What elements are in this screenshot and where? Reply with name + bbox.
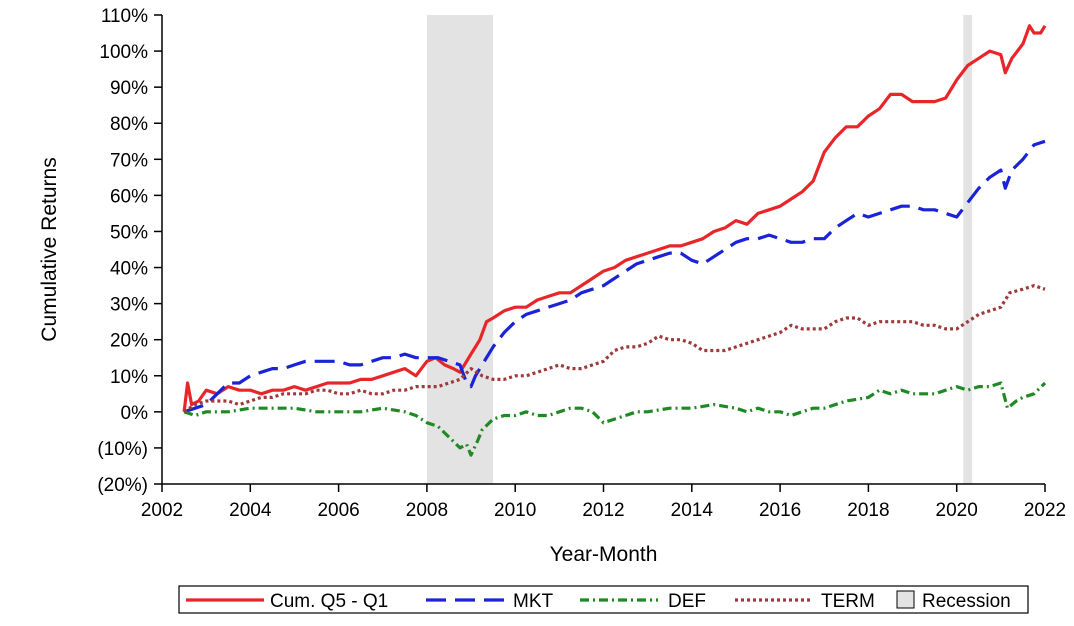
y-tick-label: 0%: [121, 403, 149, 424]
y-tick-label: 60%: [110, 186, 148, 207]
y-tick-label: 30%: [110, 295, 148, 316]
x-tick-label: 2006: [317, 500, 359, 521]
y-tick-label: 80%: [110, 114, 148, 135]
x-tick-label: 2022: [1024, 500, 1066, 521]
legend-swatch-recession: [896, 590, 915, 609]
series-line-cum-q5-q1: [182, 24, 1047, 412]
x-tick-label: 2004: [229, 500, 272, 521]
y-tick-label: 100%: [99, 42, 148, 63]
y-tick-label: 10%: [110, 367, 148, 388]
x-axis-title: Year-Month: [550, 543, 658, 566]
legend-label-3: DEF: [668, 591, 706, 612]
x-tick-label: 2012: [582, 500, 624, 521]
legend-label-recession: Recession: [922, 591, 1011, 612]
y-tick-label: 70%: [110, 150, 148, 171]
x-tick-label: 2010: [494, 500, 536, 521]
y-tick-label: 90%: [110, 78, 148, 99]
x-tick-label: 2002: [141, 500, 183, 521]
legend-label-4: TERM: [821, 591, 875, 612]
y-axis-title: Cumulative Returns: [38, 157, 61, 341]
y-tick-label: 40%: [110, 259, 148, 280]
legend-label-1: Cum. Q5 - Q1: [270, 591, 388, 612]
series-line-def: [183, 381, 1047, 457]
y-tick-label: 20%: [110, 331, 148, 352]
x-tick-label: 2016: [759, 500, 801, 521]
x-tick-label: 2020: [936, 500, 978, 521]
x-tick-label: 2018: [847, 500, 889, 521]
series-line-term: [183, 284, 1046, 414]
series-line-mkt: [183, 139, 1046, 414]
y-tick-label: 110%: [101, 6, 148, 27]
y-tick-label: (20%): [97, 475, 148, 496]
recession-band-1: [426, 15, 494, 484]
x-tick-label: 2014: [671, 500, 714, 521]
legend: Cum. Q5 - Q1 MKT DEF TERM Recession: [178, 585, 1029, 614]
y-tick-label: (10%): [97, 439, 148, 460]
legend-label-2: MKT: [513, 591, 554, 612]
axes: (20%) (10%) 0% 10% 20% 30% 40% 50% 60% 70% 80% 90% 1…: [97, 6, 1066, 521]
y-tick-label: 50%: [110, 222, 148, 243]
x-tick-label: 2008: [406, 500, 448, 521]
plot-area: [182, 15, 1047, 484]
recession-band-2: [963, 15, 973, 484]
